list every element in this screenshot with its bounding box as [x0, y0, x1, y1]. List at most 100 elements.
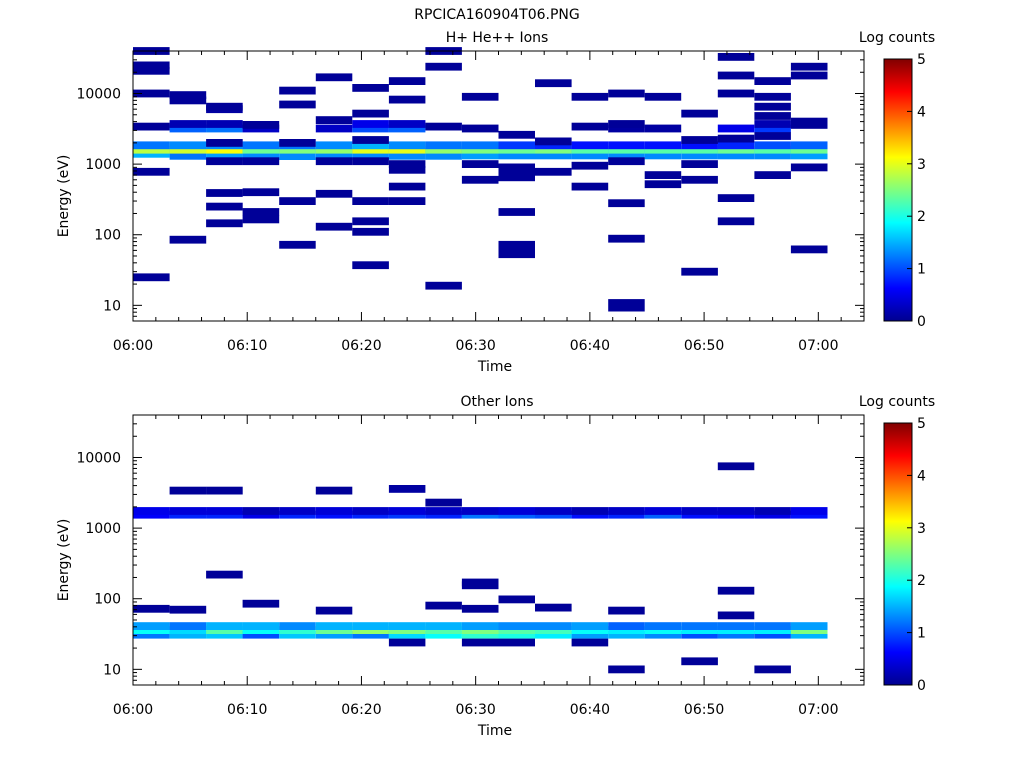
heatmap-cell	[498, 208, 535, 216]
y-tick-label: 100	[94, 592, 121, 608]
heatmap-cell	[133, 145, 170, 154]
heatmap-cell	[206, 145, 243, 154]
heatmap-cell	[352, 507, 389, 515]
heatmap-cell	[608, 606, 645, 615]
heatmap-cell	[206, 102, 243, 111]
y-tick-label: 100	[94, 228, 121, 244]
heatmap-cell	[315, 116, 353, 124]
panel-title: H+ He++ Ions	[446, 30, 549, 46]
heatmap-cell	[279, 507, 316, 515]
heatmap-cell	[315, 73, 353, 82]
colorbar-tick-label: 2	[917, 573, 926, 589]
heatmap-cell	[571, 161, 609, 170]
heatmap-cell	[315, 189, 353, 198]
colorbar-tick-label: 1	[917, 262, 926, 278]
heatmap-cell	[644, 622, 682, 630]
heatmap-cell	[535, 626, 572, 634]
heatmap-cell	[206, 157, 243, 166]
heatmap-cell	[754, 626, 791, 634]
colorbar-ticks: 0 1 2 3 4 5	[907, 52, 926, 330]
heatmap-cell	[133, 122, 170, 131]
heatmap-cell	[754, 120, 791, 128]
heatmap-cell	[790, 145, 828, 154]
heatmap-cell	[352, 84, 389, 92]
heatmap-cell	[498, 626, 535, 634]
heatmap-cell	[754, 77, 791, 85]
heatmap-cell	[352, 217, 389, 226]
heatmap-cell	[279, 630, 316, 639]
heatmap-cell	[754, 145, 791, 154]
heatmap-cell	[388, 148, 426, 160]
heatmap-cell	[425, 148, 462, 160]
panel-title: Other Ions	[460, 394, 533, 410]
heatmap-cell	[608, 665, 645, 674]
heatmap-cell	[498, 638, 535, 647]
heatmap-cell	[717, 141, 755, 150]
heatmap-cell	[206, 189, 243, 197]
heatmap-cell	[169, 124, 207, 133]
heatmap-cell	[352, 157, 389, 166]
colorbar-tick-label: 0	[917, 314, 926, 330]
heatmap-cell	[133, 66, 170, 75]
heatmap-cell	[498, 141, 535, 150]
heatmap-cell	[133, 626, 170, 634]
heatmap-cell	[315, 124, 353, 133]
heatmap-cell	[644, 630, 682, 639]
heatmap-cell	[425, 601, 462, 610]
heatmap-cell	[352, 124, 389, 133]
heatmap-cell	[681, 145, 718, 154]
x-tick-label: 06:00	[113, 702, 153, 718]
heatmap-cell	[169, 141, 207, 150]
heatmap-cell	[498, 630, 535, 639]
heatmap-cell	[388, 77, 426, 85]
heatmap-cell	[644, 92, 682, 101]
heatmap-cell	[461, 581, 499, 590]
heatmap-cell	[279, 100, 316, 109]
heatmap-cell	[169, 507, 207, 515]
heatmap-cell	[352, 622, 389, 630]
heatmap-cell	[717, 622, 755, 630]
heatmap-cell	[461, 92, 499, 101]
heatmap-cell	[242, 121, 280, 129]
y-axis-ticks: 10 100 1000 10000	[76, 50, 864, 322]
heatmap-cell	[315, 622, 353, 630]
y-tick-label: 1000	[85, 521, 121, 537]
heatmap-cell	[388, 622, 426, 630]
heatmap-cell	[425, 507, 462, 515]
heatmap-cell	[206, 139, 243, 147]
heatmap-cell	[279, 240, 316, 249]
heatmap-cell	[644, 145, 682, 154]
y-axis-label: Energy (eV)	[56, 519, 72, 602]
heatmap-cell	[681, 160, 718, 168]
heatmap-cell	[315, 606, 353, 615]
heatmap-cell	[461, 507, 499, 515]
heatmap-cell	[498, 167, 535, 176]
heatmap-cell	[681, 136, 718, 144]
heatmap-cell	[206, 202, 243, 211]
heatmap-cell	[388, 165, 426, 174]
x-tick-label: 06:50	[684, 702, 724, 718]
heatmap-cell	[571, 507, 609, 515]
x-tick-label: 06:40	[570, 338, 610, 354]
heatmap-cell	[461, 124, 499, 133]
heatmap-cell	[644, 180, 682, 189]
heatmap-cell	[644, 171, 682, 179]
heatmap-cell	[242, 599, 280, 608]
heatmap-cell	[790, 245, 828, 254]
heatmap-cell	[571, 141, 609, 150]
heatmap-cell	[352, 120, 389, 128]
heatmap-cell	[717, 630, 755, 639]
heatmap-cell	[352, 630, 389, 639]
y-axis-label: Energy (eV)	[56, 155, 72, 238]
heatmap-cell	[571, 630, 609, 639]
heatmap-cell	[608, 141, 645, 150]
heatmap-cell	[242, 157, 280, 166]
heatmap-cell	[169, 622, 207, 630]
heatmap-cell	[425, 122, 462, 131]
heatmap-cell	[717, 217, 755, 226]
heatmap-cell	[352, 197, 389, 205]
x-tick-label: 06:00	[113, 338, 153, 354]
heatmap-cell	[498, 622, 535, 630]
heatmap-cell	[352, 626, 389, 634]
heatmap-cell	[644, 507, 682, 515]
